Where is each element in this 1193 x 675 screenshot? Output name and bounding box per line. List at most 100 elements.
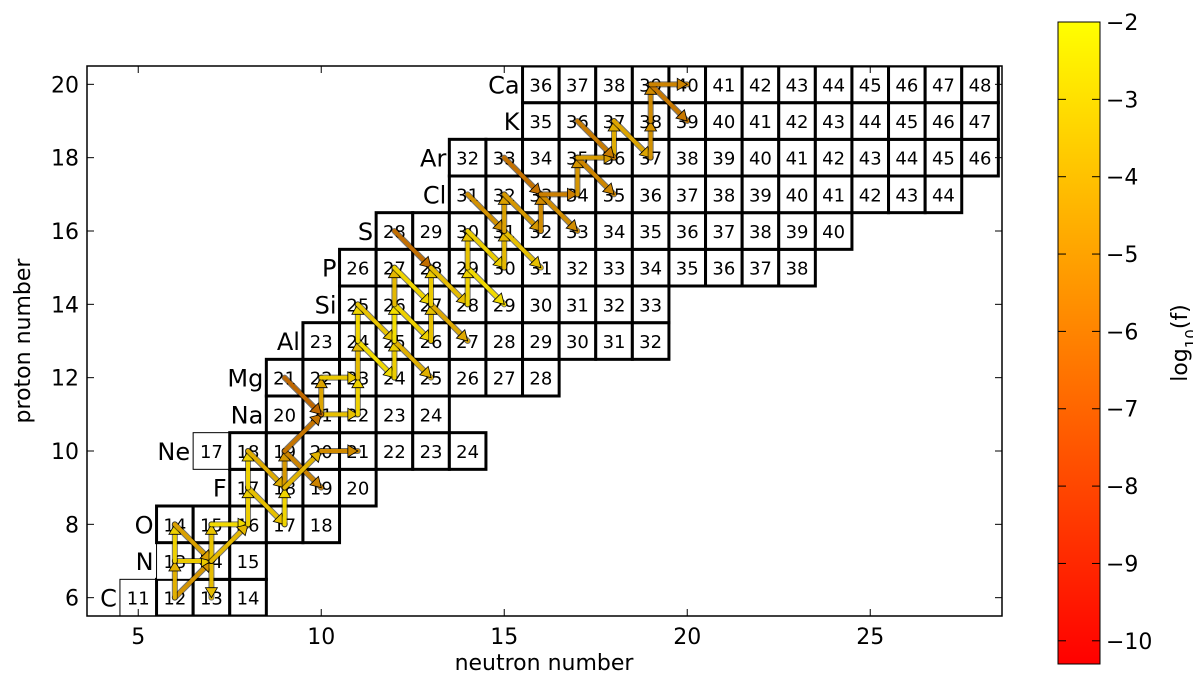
nuclide-cell-s-39: 39 <box>777 211 817 251</box>
nuclide-cell-p-32: 32 <box>557 247 598 288</box>
colorbar-tick-label: −4 <box>1106 166 1138 191</box>
flow-arrow <box>497 228 511 271</box>
svg-text:32: 32 <box>456 149 479 170</box>
svg-text:31: 31 <box>603 332 626 353</box>
svg-text:42: 42 <box>749 75 772 96</box>
svg-text:23: 23 <box>310 332 333 353</box>
nuclide-cell-na-24: 24 <box>411 394 451 435</box>
nuclide-cell-s-35: 35 <box>630 211 671 251</box>
flow-arrow <box>351 374 365 418</box>
nuclide-cell-s-38: 38 <box>740 211 781 251</box>
svg-text:44: 44 <box>859 112 882 133</box>
nuclide-cell-p-37: 37 <box>740 247 781 288</box>
svg-text:41: 41 <box>712 75 735 96</box>
nuclide-cell-ar-45: 45 <box>923 137 964 178</box>
svg-text:38: 38 <box>712 185 735 206</box>
svg-text:28: 28 <box>529 369 552 390</box>
svg-text:40: 40 <box>786 185 809 206</box>
nuclide-cell-ar-38: 38 <box>667 137 708 178</box>
svg-text:46: 46 <box>895 75 918 96</box>
flow-arrow <box>574 118 618 161</box>
x-tick-label: 15 <box>490 625 518 650</box>
flow-arrow <box>277 448 292 491</box>
x-axis-ticks: 5 10 15 20 25 <box>131 66 884 650</box>
svg-text:42: 42 <box>859 185 882 206</box>
flow-arrow <box>497 191 511 234</box>
nuclide-cell-si-32: 32 <box>594 284 634 325</box>
svg-text:20: 20 <box>346 479 369 500</box>
svg-text:31: 31 <box>566 295 589 316</box>
svg-text:43: 43 <box>859 149 882 170</box>
nuclide-cell-s-29: 29 <box>411 211 451 251</box>
svg-text:46: 46 <box>969 149 992 170</box>
svg-text:28: 28 <box>493 332 516 353</box>
colorbar-tick-label: −10 <box>1106 630 1152 655</box>
flow-arrow <box>281 448 325 491</box>
svg-text:14: 14 <box>237 589 260 610</box>
svg-text:47: 47 <box>932 75 955 96</box>
colorbar-tick-label: −9 <box>1106 552 1138 577</box>
element-label-o: O <box>135 511 154 539</box>
flow-arrow <box>643 81 658 124</box>
svg-text:15: 15 <box>237 552 260 573</box>
nuclide-cell-ca-48: 48 <box>960 66 1000 105</box>
nuclide-cell-ne-23: 23 <box>411 431 451 471</box>
svg-text:34: 34 <box>529 149 552 170</box>
svg-text:46: 46 <box>932 112 955 133</box>
flow-arrow <box>460 264 475 308</box>
nuclide-cell-n-15: 15 <box>228 541 268 581</box>
element-label-si: Si <box>315 291 337 319</box>
nuclide-cell-f-20: 20 <box>338 467 378 508</box>
nuclide-cell-al-32: 32 <box>630 321 671 361</box>
svg-text:42: 42 <box>786 112 809 133</box>
svg-text:40: 40 <box>822 222 845 243</box>
colorbar-tick-label: −2 <box>1106 11 1138 36</box>
element-label-ne: Ne <box>157 438 190 466</box>
nuclide-cell-k-40: 40 <box>704 101 744 141</box>
svg-text:18: 18 <box>310 515 333 536</box>
nuclide-cell-p-36: 36 <box>704 247 744 288</box>
colorbar-ticks: −2 −3 −4 −5 −6 −7 −8 −9 −10 <box>1058 11 1152 655</box>
colorbar-label: log10(f) <box>1168 304 1193 382</box>
svg-text:26: 26 <box>456 369 479 390</box>
flow-arrow <box>281 374 325 418</box>
nuclide-cell-k-46: 46 <box>923 101 964 141</box>
colorbar-tick-label: −6 <box>1106 320 1138 345</box>
svg-text:34: 34 <box>603 222 626 243</box>
svg-text:37: 37 <box>749 259 772 280</box>
nuclide-cell-ar-43: 43 <box>850 137 891 178</box>
svg-text:33: 33 <box>603 259 626 280</box>
svg-text:44: 44 <box>932 185 955 206</box>
nuclide-cell-cl-36: 36 <box>630 174 671 215</box>
flow-arrow <box>570 154 585 198</box>
svg-text:38: 38 <box>676 149 699 170</box>
nuclide-cell-ca-46: 46 <box>887 66 927 105</box>
nuclide-cell-ne-24: 24 <box>447 431 488 471</box>
svg-text:38: 38 <box>786 259 809 280</box>
nuclide-cell-k-45: 45 <box>887 101 927 141</box>
nuclide-cell-k-43: 43 <box>813 101 854 141</box>
flow-arrow <box>318 444 361 458</box>
flow-arrow <box>351 301 365 344</box>
svg-text:17: 17 <box>200 442 223 463</box>
svg-text:11: 11 <box>127 589 150 610</box>
flow-arrow <box>351 338 365 381</box>
flow-arrow <box>428 301 471 344</box>
x-tick-label: 10 <box>307 625 335 650</box>
element-label-c: C <box>100 585 117 613</box>
flow-arrow <box>241 448 255 491</box>
flow-arrow <box>537 191 581 234</box>
y-tick-label: 8 <box>65 513 79 538</box>
element-label-mg: Mg <box>227 365 263 393</box>
element-label-p: P <box>322 255 336 283</box>
svg-text:36: 36 <box>639 185 662 206</box>
colorbar-tick-label: −5 <box>1106 243 1138 268</box>
flow-arrow <box>501 228 544 271</box>
nuclide-cell-p-33: 33 <box>594 247 634 288</box>
flow-arrow <box>241 484 255 528</box>
nuclide-cell-p-26: 26 <box>338 247 378 288</box>
y-tick-label: 18 <box>51 147 79 172</box>
svg-text:32: 32 <box>639 332 662 353</box>
colorbar <box>1057 21 1101 665</box>
